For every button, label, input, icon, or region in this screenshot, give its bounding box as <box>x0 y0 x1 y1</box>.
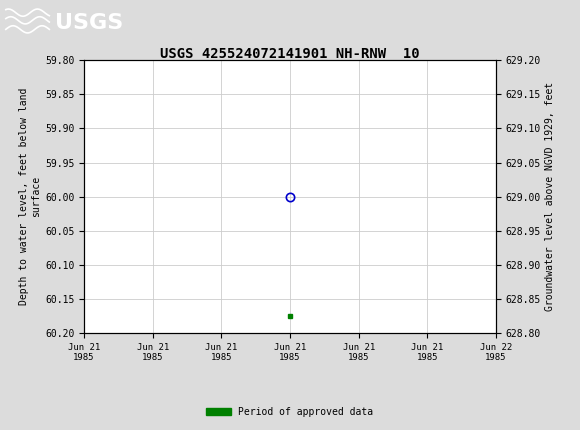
Text: USGS 425524072141901 NH-RNW  10: USGS 425524072141901 NH-RNW 10 <box>160 47 420 61</box>
Text: USGS: USGS <box>55 12 124 33</box>
Y-axis label: Depth to water level, feet below land
surface: Depth to water level, feet below land su… <box>19 88 41 305</box>
Legend: Period of approved data: Period of approved data <box>202 403 378 421</box>
Y-axis label: Groundwater level above NGVD 1929, feet: Groundwater level above NGVD 1929, feet <box>545 82 555 311</box>
